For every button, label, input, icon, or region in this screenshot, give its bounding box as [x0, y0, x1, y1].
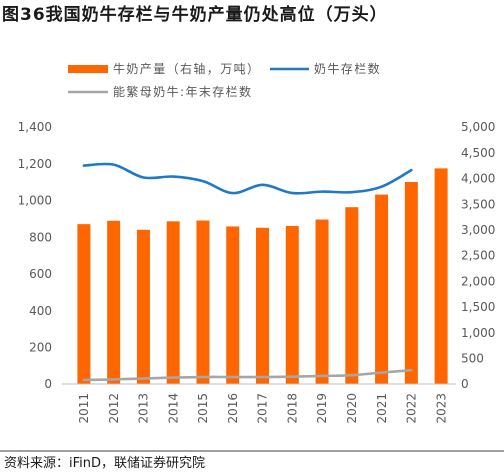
line-breeding-cow-inventory [82, 368, 413, 382]
left-axis-tick-label: 600 [29, 267, 52, 281]
left-axis-tick-label: 400 [29, 304, 52, 318]
left-axis-tick-label: 800 [29, 230, 52, 244]
right-axis-tick-label: 2,000 [461, 274, 495, 288]
x-axis-tick-label: 2012 [107, 393, 121, 424]
line-dairy-cow-inventory [82, 162, 413, 195]
x-axis-tick-label: 2020 [345, 393, 359, 424]
right-axis-tick-label: 0 [461, 377, 469, 391]
legend-label-breeding-cow-inventory: 能繁母奶牛:年末存栏数 [113, 84, 252, 99]
x-axis: 2011 2012 2013 2014 2015 2016 2017 2018 2019 2020… [77, 393, 448, 424]
right-axis-tick-label: 5,000 [461, 120, 495, 134]
right-axis-tick-label: 1,000 [461, 326, 495, 340]
right-axis-tick-label: 1,500 [461, 300, 495, 314]
bar-2020 [345, 207, 359, 384]
bar-2013 [136, 229, 150, 384]
bar-2015 [196, 220, 210, 384]
bar-2014 [166, 221, 180, 384]
right-axis-tick-label: 3,000 [461, 223, 495, 237]
left-axis-tick-label: 0 [44, 377, 52, 391]
x-axis-tick-label: 2017 [256, 393, 270, 424]
x-axis-tick-label: 2021 [375, 393, 389, 424]
bar-2016 [226, 226, 240, 384]
bar-2021 [375, 194, 389, 384]
bar-2017 [256, 227, 269, 384]
left-axis-tick-label: 1,400 [18, 120, 52, 134]
x-axis-tick-label: 2015 [196, 393, 210, 424]
x-axis-tick-label: 2013 [137, 393, 151, 424]
right-axis-tick-label: 4,500 [461, 146, 495, 160]
right-axis-tick-label: 4,000 [461, 172, 495, 186]
x-axis-tick-label: 2019 [315, 393, 329, 424]
bar-2011 [77, 224, 91, 384]
left-axis-tick-label: 1,000 [18, 194, 52, 208]
right-axis-tick-label: 3,500 [461, 197, 495, 211]
x-axis-tick-label: 2014 [166, 393, 180, 424]
x-axis-tick-label: 2011 [77, 393, 91, 424]
left-axis-tick-label: 200 [29, 340, 52, 354]
left-axis-tick-label: 1,200 [18, 157, 52, 171]
left-axis: 0 200 400 600 800 1,000 1,200 1,400 [18, 120, 52, 391]
legend: 牛奶产量（右轴，万吨） 奶牛存栏数 能繁母奶牛:年末存栏数 [68, 61, 381, 99]
x-axis-tick-label: 2016 [226, 393, 240, 424]
chart-title: 图36我国奶牛存栏与牛奶产量仍处高位（万头） [2, 4, 388, 25]
legend-swatch-milk-production [68, 65, 108, 73]
bar-2022 [404, 181, 418, 384]
x-axis-tick-label: 2022 [405, 393, 419, 424]
x-axis-tick-label: 2023 [434, 393, 448, 424]
legend-label-milk-production: 牛奶产量（右轴，万吨） [113, 61, 260, 76]
right-axis-tick-label: 500 [461, 352, 484, 366]
source-note: 资料来源：iFinD，联储证券研究院 [4, 455, 205, 471]
right-axis-tick-label: 2,500 [461, 249, 495, 263]
legend-label-dairy-cow-inventory: 奶牛存栏数 [314, 61, 381, 76]
x-axis-tick-label: 2018 [285, 393, 299, 424]
bar-series-milk-production [77, 168, 448, 384]
line-series [82, 162, 413, 382]
bar-2018 [285, 225, 299, 384]
bar-2012 [107, 220, 121, 384]
right-axis: 0 500 1,000 1,500 2,000 2,500 3,000 3,500 4,000 4… [461, 120, 495, 391]
bar-2019 [315, 219, 329, 384]
bar-2023 [434, 168, 448, 384]
